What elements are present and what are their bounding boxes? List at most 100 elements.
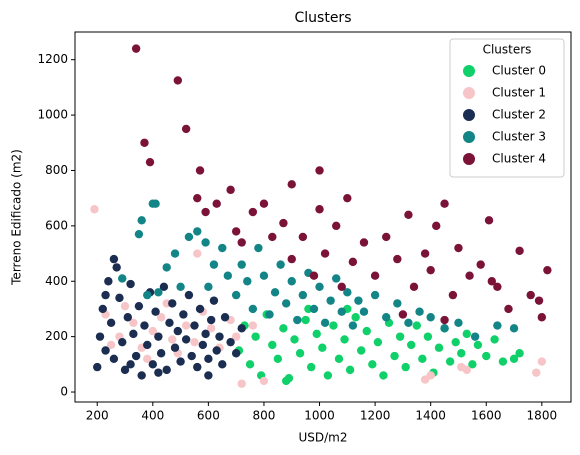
legend-box (449, 38, 565, 178)
point (101, 290, 110, 300)
point (331, 274, 341, 283)
point (401, 362, 410, 372)
point (315, 282, 324, 291)
point (176, 357, 185, 366)
point (184, 232, 194, 242)
point (398, 310, 408, 319)
point (173, 326, 183, 336)
point (329, 321, 338, 330)
point (537, 357, 547, 366)
legend-label: Cluster 2 (492, 108, 546, 122)
y-tick-label: 800 (45, 163, 68, 177)
point (309, 271, 319, 280)
point (279, 324, 288, 333)
point (337, 282, 346, 291)
point (93, 362, 102, 372)
point (181, 124, 191, 134)
legend-marker (463, 153, 475, 165)
point (407, 340, 416, 350)
point (498, 357, 508, 366)
point (190, 337, 199, 347)
point (432, 221, 441, 231)
point (106, 318, 116, 327)
point (515, 246, 524, 255)
point (195, 304, 205, 314)
point (351, 313, 360, 322)
point (204, 282, 213, 291)
point (259, 376, 269, 386)
point (109, 354, 119, 363)
point (212, 199, 221, 208)
point (323, 371, 333, 380)
point (295, 349, 305, 358)
point (393, 254, 402, 264)
point (231, 349, 241, 358)
point (493, 321, 502, 330)
point (526, 290, 535, 300)
point (426, 313, 435, 322)
point (131, 44, 141, 53)
point (145, 157, 155, 167)
point (218, 243, 227, 253)
point (129, 329, 138, 339)
plot-frame (74, 31, 572, 403)
x-tick-label: 400 (141, 409, 164, 423)
y-tick-label: 200 (45, 329, 68, 343)
x-tick-label: 1000 (304, 409, 335, 423)
point (231, 227, 241, 236)
point (379, 371, 388, 380)
point (484, 216, 494, 225)
y-tick-label: 400 (45, 274, 68, 288)
point (223, 271, 233, 280)
point (309, 304, 319, 314)
point (206, 315, 216, 325)
point (434, 343, 444, 352)
point (137, 371, 146, 380)
point (251, 332, 260, 341)
point (190, 321, 199, 330)
point (465, 271, 474, 280)
point (320, 249, 330, 258)
point (154, 288, 163, 297)
point (404, 210, 413, 219)
point (170, 249, 180, 258)
point (181, 335, 191, 344)
point (109, 254, 119, 264)
point (201, 207, 210, 217)
point (226, 337, 235, 347)
y-tick-label: 1200 (37, 52, 68, 66)
x-axis-label: USD/m2 (298, 431, 347, 445)
point (212, 346, 221, 355)
point (170, 343, 180, 352)
x-tick-label: 200 (86, 409, 109, 423)
point (290, 335, 299, 344)
point (270, 288, 280, 297)
legend-label: Cluster 3 (492, 130, 546, 144)
point (226, 185, 235, 195)
point (359, 238, 369, 247)
point (104, 277, 113, 286)
point (265, 310, 274, 319)
point (268, 340, 277, 350)
point (306, 362, 316, 372)
point (204, 354, 213, 363)
point (482, 351, 491, 361)
x-tick-label: 1600 (471, 409, 502, 423)
point (215, 332, 224, 341)
point (454, 243, 463, 253)
legend-label: Cluster 0 (492, 64, 546, 78)
point (206, 324, 216, 333)
point (193, 362, 202, 372)
point (181, 321, 191, 330)
point (98, 304, 107, 314)
point (509, 324, 519, 333)
point (193, 193, 202, 203)
point (534, 296, 544, 305)
point (237, 260, 246, 269)
point (504, 304, 513, 314)
point (279, 218, 288, 228)
point (148, 326, 158, 336)
point (162, 263, 171, 272)
point (468, 360, 477, 369)
